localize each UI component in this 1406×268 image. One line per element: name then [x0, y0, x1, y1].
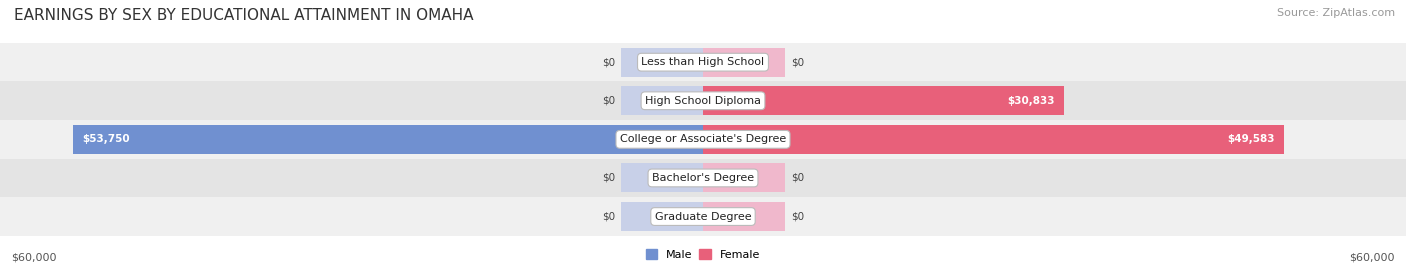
- Text: Bachelor's Degree: Bachelor's Degree: [652, 173, 754, 183]
- Bar: [703, 125, 1284, 154]
- Bar: [703, 86, 1064, 115]
- Bar: [73, 125, 703, 154]
- Bar: [621, 202, 703, 231]
- Bar: [0, 81, 1406, 120]
- Text: $49,583: $49,583: [1227, 134, 1275, 144]
- Text: Graduate Degree: Graduate Degree: [655, 211, 751, 222]
- Text: $60,000: $60,000: [11, 252, 56, 262]
- Bar: [621, 48, 703, 77]
- Text: $0: $0: [602, 96, 616, 106]
- Bar: [0, 43, 1406, 81]
- Text: Source: ZipAtlas.com: Source: ZipAtlas.com: [1277, 8, 1395, 18]
- Text: College or Associate's Degree: College or Associate's Degree: [620, 134, 786, 144]
- Bar: [0, 120, 1406, 159]
- Text: $0: $0: [790, 57, 804, 67]
- Text: $0: $0: [602, 173, 616, 183]
- Text: $0: $0: [602, 211, 616, 222]
- Text: $0: $0: [602, 57, 616, 67]
- Text: $0: $0: [790, 211, 804, 222]
- Bar: [703, 48, 785, 77]
- Text: $53,750: $53,750: [83, 134, 131, 144]
- Bar: [621, 86, 703, 115]
- Bar: [703, 163, 785, 192]
- Text: $30,833: $30,833: [1007, 96, 1054, 106]
- Bar: [703, 125, 1284, 154]
- Bar: [703, 202, 785, 231]
- Text: Less than High School: Less than High School: [641, 57, 765, 67]
- Bar: [0, 197, 1406, 236]
- Bar: [703, 86, 1064, 115]
- Text: $60,000: $60,000: [1350, 252, 1395, 262]
- Text: High School Diploma: High School Diploma: [645, 96, 761, 106]
- Legend: Male, Female: Male, Female: [647, 249, 759, 260]
- Bar: [0, 159, 1406, 197]
- Bar: [621, 163, 703, 192]
- Bar: [73, 125, 703, 154]
- Text: EARNINGS BY SEX BY EDUCATIONAL ATTAINMENT IN OMAHA: EARNINGS BY SEX BY EDUCATIONAL ATTAINMEN…: [14, 8, 474, 23]
- Text: $0: $0: [790, 173, 804, 183]
